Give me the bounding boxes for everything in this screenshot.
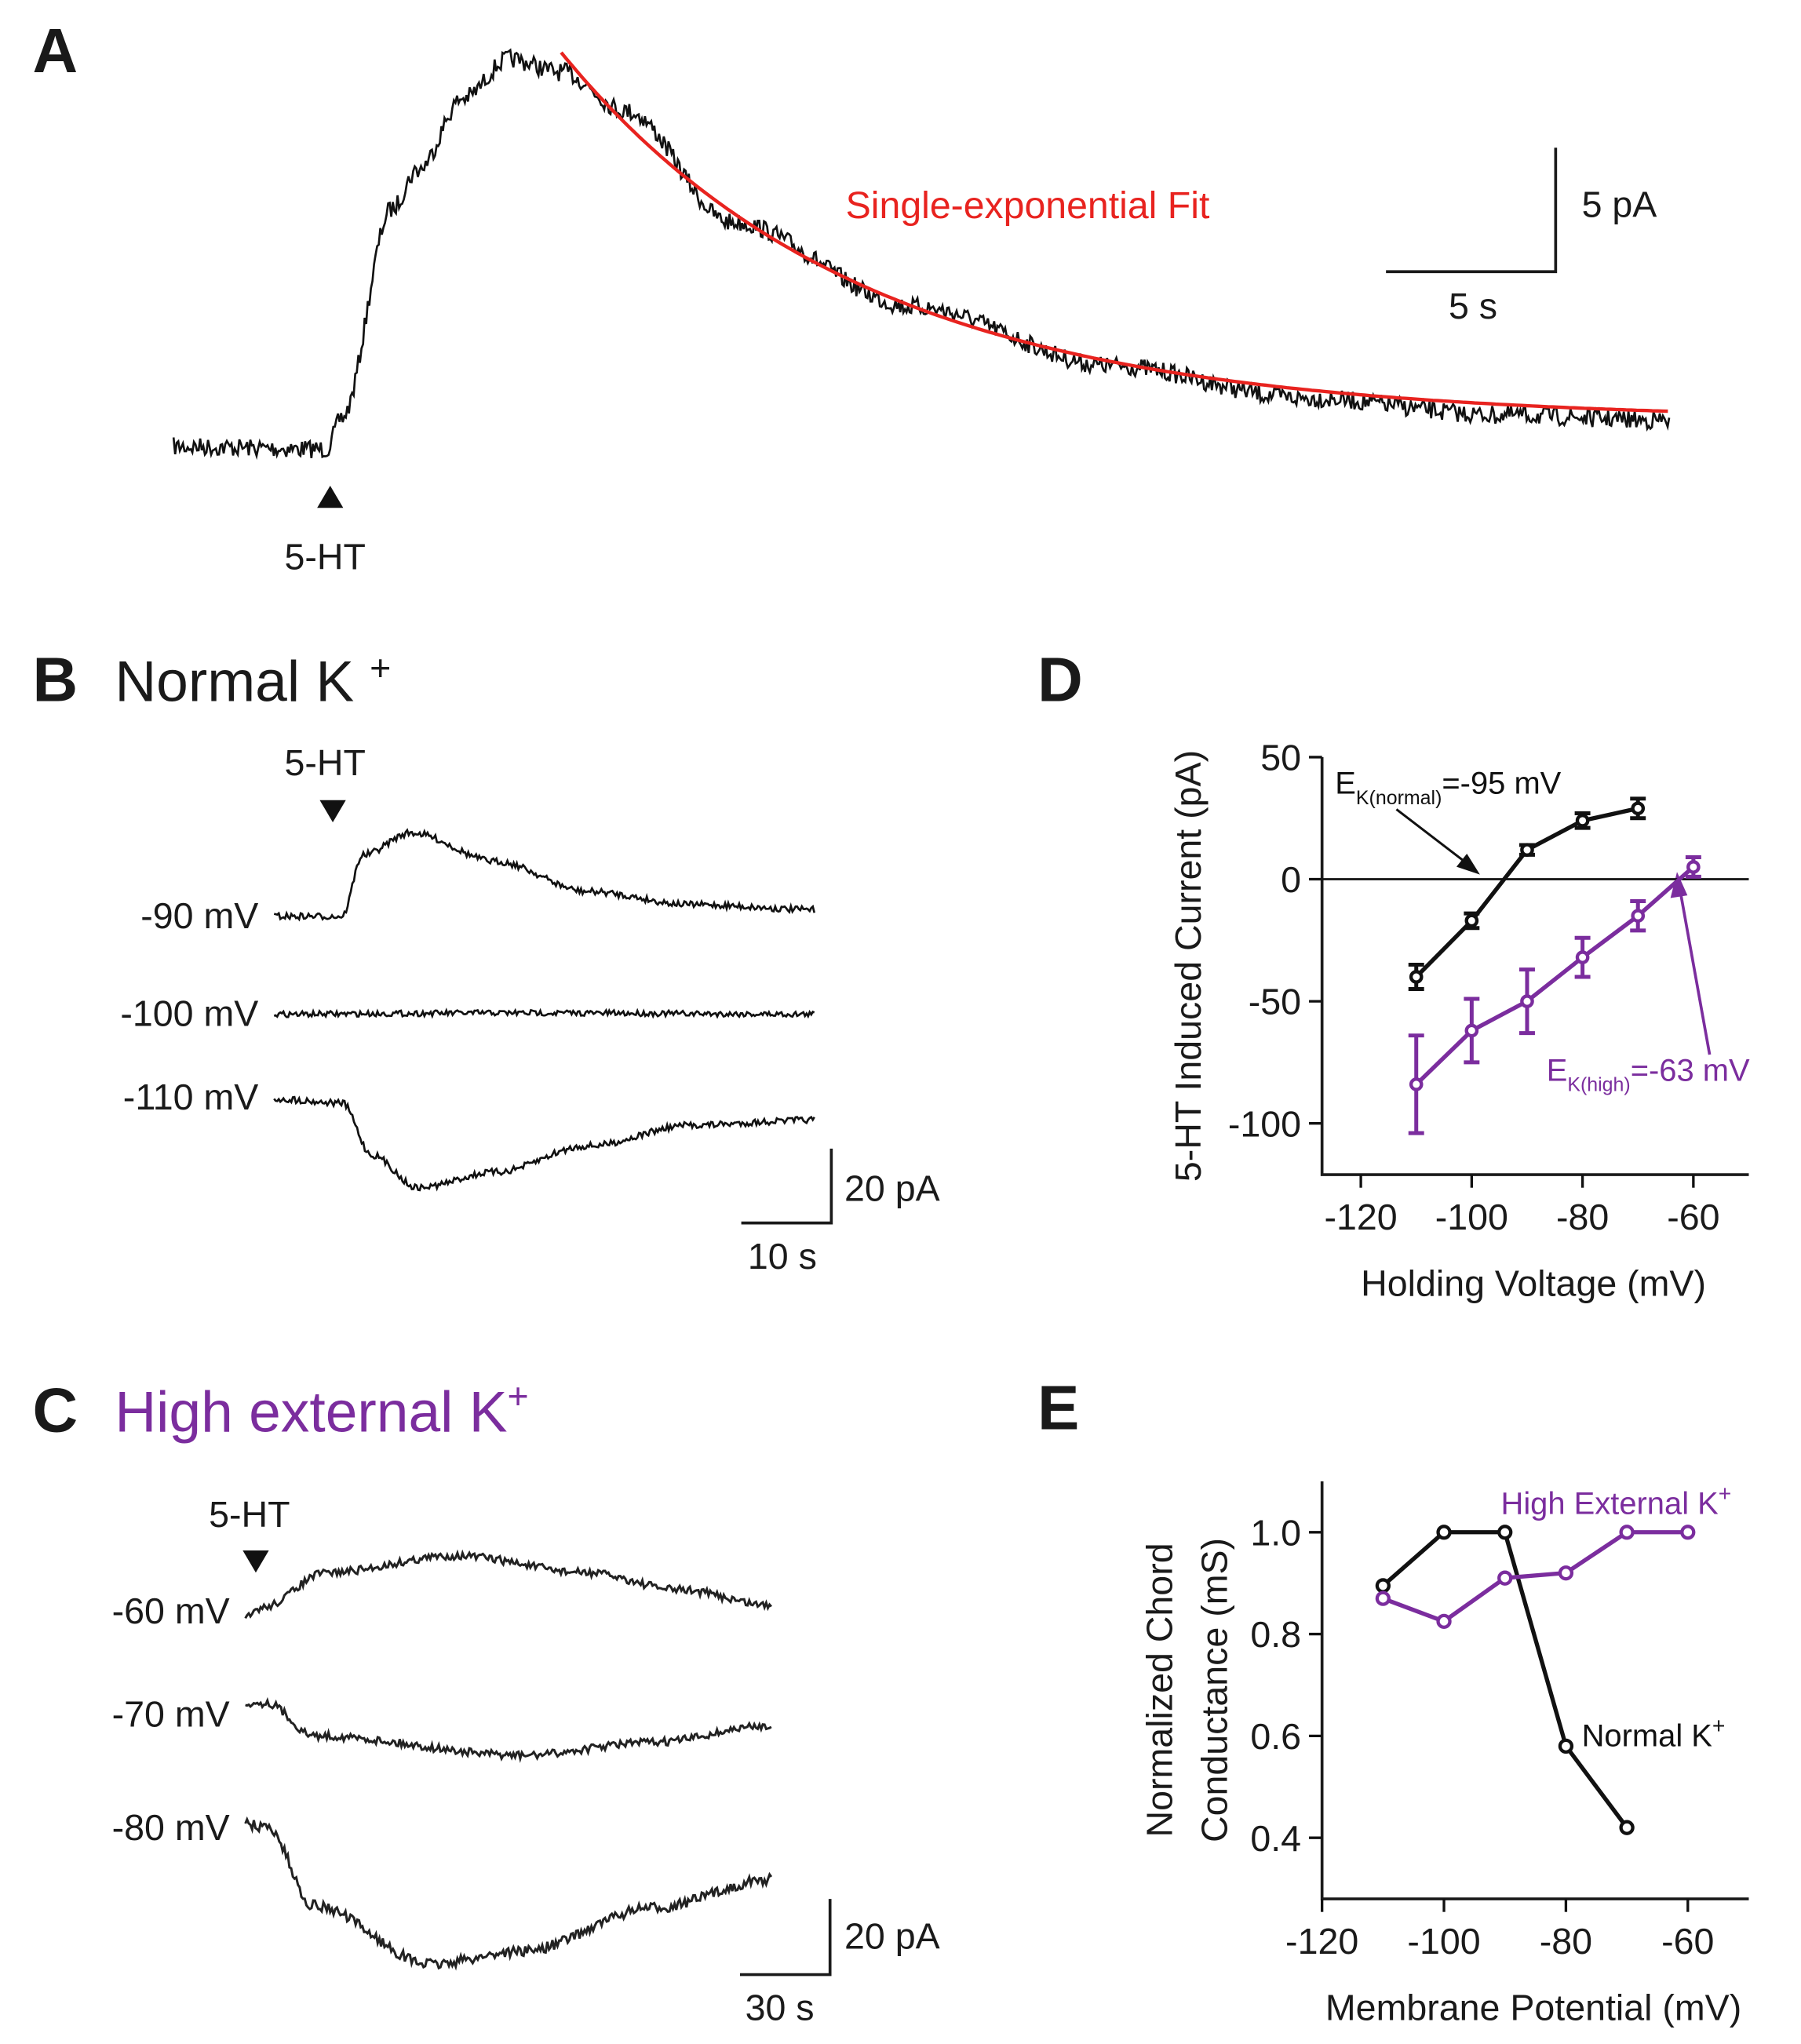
trace-c-70 [245, 1696, 772, 1763]
stim-label-b: 5-HT [285, 742, 366, 783]
x-tick-label: -80 [1556, 1197, 1609, 1237]
scale-x-label-b: 10 s [748, 1236, 817, 1277]
series-line [1414, 806, 1639, 978]
data-point [1575, 950, 1590, 964]
stimulus-triangle-icon [242, 1550, 269, 1573]
y-axis-label-e-line2: Conductance (mS) [1194, 1538, 1234, 1842]
x-tick-label: -100 [1435, 1197, 1508, 1237]
x-axis-label-e: Membrane Potential (mV) [1325, 1988, 1741, 2028]
panel-letter-b: B [33, 644, 78, 714]
panel-letter-a: A [33, 16, 78, 86]
data-point [1631, 909, 1646, 924]
data-point [1631, 801, 1646, 816]
trace-label: -80 mV [112, 1807, 230, 1848]
trace-label: -70 mV [112, 1694, 230, 1735]
data-point [1575, 814, 1590, 828]
data-point [1619, 1525, 1635, 1540]
panel-letter-d: D [1037, 644, 1083, 714]
trace-c-60 [244, 1549, 772, 1620]
trace-b-100 [273, 1007, 815, 1019]
panel-b: B Normal K + 5-HT -90 mV -100 mV -110 mV … [33, 644, 940, 1276]
legend-normal: Normal K+ [1582, 1713, 1726, 1754]
data-point [1464, 1023, 1479, 1038]
data-point [1409, 1077, 1424, 1091]
panel-e-chart: E Normalized Chord Conductance (mS) Memb… [1037, 1372, 1749, 2028]
data-point [1464, 913, 1479, 928]
annotation-ek-normal: EK(normal)=-95 mV [1335, 766, 1561, 808]
data-point [1520, 843, 1534, 857]
panel-c: C High external K+ 5-HT -60 mV -70 mV -8… [33, 1375, 940, 2028]
panel-d-chart: D 5-HT Induced Current (pA) Holding Volt… [1037, 644, 1750, 1303]
y-tick-label: 0.4 [1250, 1818, 1301, 1859]
data-point [1436, 1525, 1452, 1540]
y-tick-label: -100 [1228, 1103, 1301, 1144]
data-point [1619, 1820, 1635, 1835]
data-point [1558, 1565, 1574, 1581]
panel-letter-e: E [1037, 1372, 1079, 1442]
stimulus-triangle-icon [319, 800, 346, 823]
scale-bar-c [739, 1899, 832, 1977]
trace-label: -110 mV [123, 1077, 258, 1117]
y-axis-label-d: 5-HT Induced Current (pA) [1168, 750, 1209, 1182]
y-tick-label: 1.0 [1250, 1512, 1301, 1553]
x-tick-label: -100 [1407, 1921, 1480, 1962]
arrow-ek-normal [1395, 808, 1480, 875]
data-point [1497, 1525, 1513, 1540]
trace-label: -100 mV [120, 993, 258, 1033]
series-line [1382, 1530, 1688, 1624]
stim-label-c: 5-HT [209, 1494, 290, 1535]
x-tick-label: -80 [1540, 1921, 1592, 1962]
scale-bar-a [1386, 148, 1558, 274]
trace-label: -60 mV [112, 1590, 230, 1631]
exponential-fit-line [560, 51, 1668, 414]
y-tick-label: -50 [1249, 982, 1301, 1022]
scale-y-label-b: 20 pA [844, 1168, 940, 1208]
legend-high-external: High External K+ [1500, 1481, 1731, 1521]
data-point [1375, 1590, 1391, 1606]
scale-x-label-c: 30 s [746, 1988, 815, 2028]
data-point [1520, 994, 1534, 1008]
annotation-ek-high: EK(high)=-63 mV [1547, 1053, 1750, 1095]
y-tick-label: 0.6 [1250, 1716, 1301, 1757]
y-tick-label: 0.8 [1250, 1614, 1301, 1655]
stimulus-triangle-icon [317, 485, 344, 508]
stim-label-a: 5-HT [285, 536, 366, 577]
scale-y-label-c: 20 pA [844, 1915, 940, 1956]
series-line [1414, 865, 1695, 1086]
scale-y-label-a: 5 pA [1582, 184, 1657, 224]
data-point [1558, 1738, 1574, 1754]
fit-label: Single-exponential Fit [846, 184, 1210, 227]
panel-letter-c: C [33, 1375, 78, 1445]
data-point [1436, 1613, 1452, 1630]
x-tick-label: -120 [1325, 1197, 1398, 1237]
axes [1320, 1481, 1749, 1900]
y-tick-label: 0 [1281, 859, 1301, 900]
x-tick-label: -120 [1285, 1921, 1358, 1962]
data-point [1686, 860, 1701, 874]
arrow-ek-high [1670, 872, 1712, 1055]
data-point [1680, 1525, 1696, 1540]
x-axis-label-d: Holding Voltage (mV) [1361, 1263, 1706, 1304]
trace-b-110 [273, 1095, 815, 1192]
x-tick-label: -60 [1661, 1921, 1714, 1962]
scale-x-label-a: 5 s [1449, 286, 1497, 326]
y-tick-label: 50 [1260, 738, 1301, 778]
panel-b-title: Normal K + [115, 647, 391, 714]
trace-label: -90 mV [140, 895, 258, 936]
data-point [1375, 1578, 1391, 1594]
panel-c-title: High external K+ [115, 1375, 528, 1445]
trace-c-80 [244, 1816, 773, 1971]
data-point [1409, 970, 1424, 984]
y-axis-label-e-line1: Normalized Chord [1139, 1543, 1179, 1837]
trace-b-90 [273, 828, 816, 922]
trace-a [172, 48, 1671, 461]
x-tick-label: -60 [1667, 1197, 1719, 1237]
axes [1320, 756, 1749, 1176]
scale-bar-b [741, 1148, 833, 1225]
panel-a: A Single-exponential Fit 5-HT 5 pA 5 s [33, 16, 1671, 577]
data-point [1497, 1570, 1513, 1586]
